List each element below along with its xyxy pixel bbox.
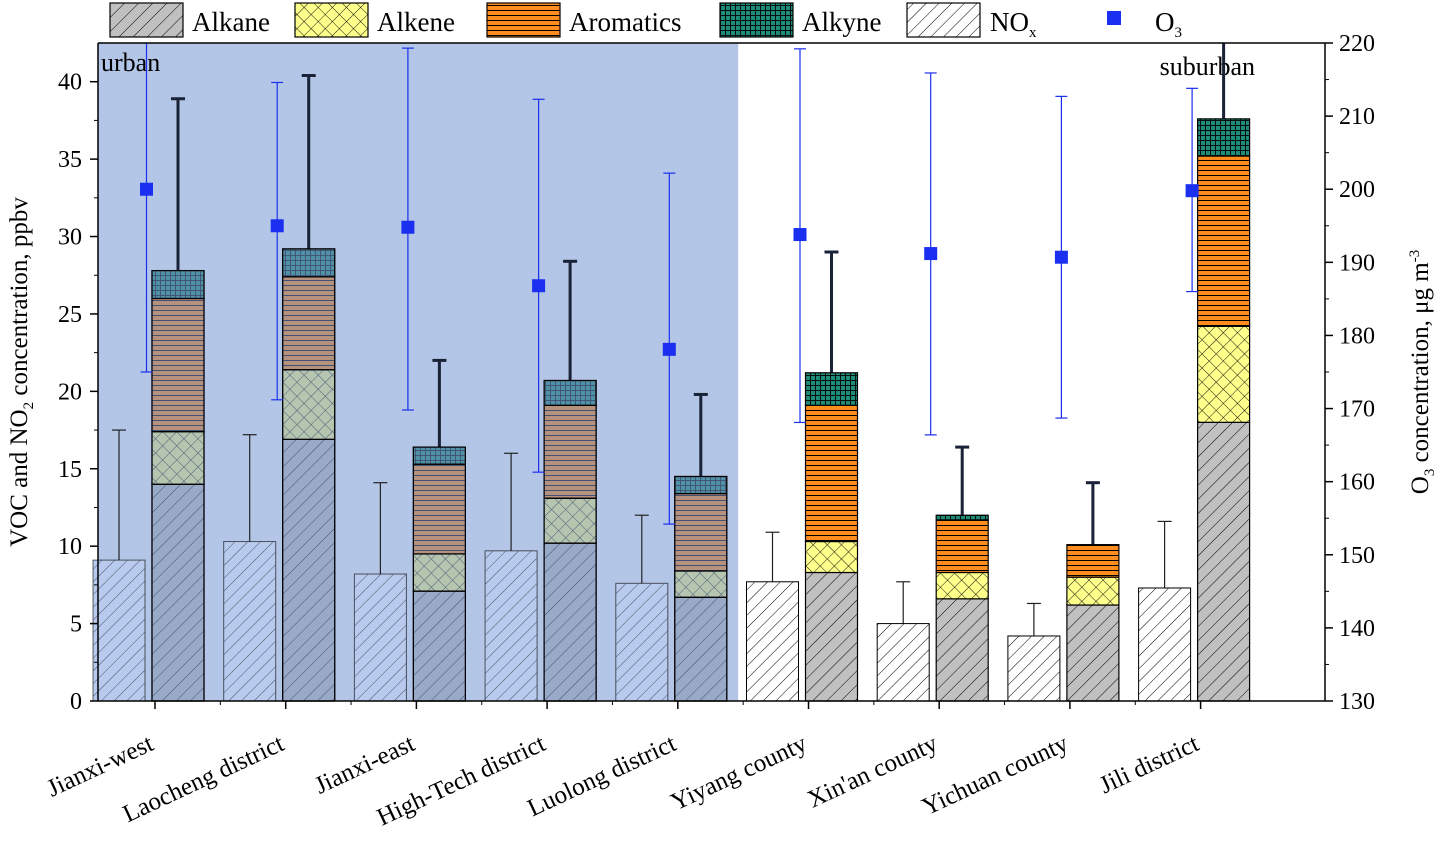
o3-point — [1054, 250, 1068, 264]
bar-aromatics-urban-tint — [282, 276, 336, 371]
y-tick-label: 10 — [58, 534, 82, 560]
legend-alkane-swatch — [109, 2, 184, 38]
y2-tick-label: 190 — [1339, 250, 1375, 276]
nox-bar — [876, 623, 930, 702]
o3-point — [401, 220, 415, 234]
bar-alkyne — [1196, 118, 1251, 157]
bar-aromatics — [804, 404, 859, 543]
y2-tick-label: 140 — [1339, 616, 1375, 642]
nox-bar — [615, 582, 669, 702]
o3-point — [662, 342, 676, 356]
bar-alkyne — [804, 372, 859, 406]
bar-alkane — [804, 571, 859, 702]
urban-region-label: urban — [101, 48, 160, 77]
nox-bar — [746, 581, 799, 702]
nox-bar — [484, 550, 538, 702]
legend-alkene-label: Alkene — [377, 7, 455, 37]
bar-alkene — [804, 540, 859, 574]
bar-alkyne-urban-tint — [282, 248, 336, 278]
bar-alkene-urban-tint — [282, 369, 336, 440]
legend-aromatics-swatch — [486, 2, 561, 38]
y2-tick-label: 180 — [1339, 323, 1375, 349]
bar-aromatics-urban-tint — [412, 463, 466, 555]
y-tick-label: 15 — [58, 457, 82, 483]
y2-tick-label: 200 — [1339, 177, 1375, 203]
bar-alkane-urban-tint — [543, 542, 597, 702]
x-tick-label: Luolong district — [524, 730, 681, 822]
nox-bar — [223, 541, 277, 702]
y-axis-title: VOC and NO2 concentration, ppbv — [6, 197, 37, 547]
x-tick-label: Yiyang county — [667, 730, 812, 817]
bar-alkane-urban-tint — [151, 483, 205, 702]
bar-alkene — [1066, 576, 1120, 606]
bar-alkyne-urban-tint — [543, 379, 597, 406]
legend-o3-label: O3 — [1155, 7, 1182, 41]
bar-alkyne-urban-tint — [674, 475, 728, 495]
o3-point — [924, 247, 938, 261]
bar-aromatics — [1066, 544, 1120, 578]
legend-aromatics-label: Aromatics — [569, 7, 681, 37]
y-tick-label: 20 — [58, 379, 82, 405]
y-tick-label: 25 — [58, 302, 82, 328]
bar-aromatics-urban-tint — [543, 404, 597, 499]
o3-point — [270, 219, 284, 233]
bar-aromatics — [1196, 155, 1251, 327]
legend-alkene-swatch — [294, 2, 369, 38]
bar-alkene-urban-tint — [674, 570, 728, 598]
bar-alkene — [1196, 325, 1251, 423]
bar-aromatics-urban-tint — [674, 492, 728, 572]
bar-alkyne — [935, 514, 989, 521]
y2-tick-label: 130 — [1339, 689, 1375, 715]
nox-bar — [92, 559, 146, 702]
bar-alkane — [1196, 421, 1251, 702]
x-tick-label: Jili district — [1095, 730, 1203, 799]
bar-alkene — [935, 571, 989, 600]
bar-aromatics — [935, 519, 989, 574]
bar-alkane — [935, 598, 989, 702]
nox-bar — [1138, 587, 1192, 702]
o3-point — [1185, 184, 1199, 198]
y2-tick-label: 220 — [1339, 31, 1375, 57]
y-tick-label: 40 — [58, 70, 82, 96]
bar-alkane-urban-tint — [282, 438, 336, 702]
y-tick-label: 35 — [58, 147, 82, 173]
y-tick-label: 30 — [58, 225, 82, 251]
nox-bar — [353, 573, 407, 702]
o3-point — [140, 182, 153, 196]
legend-o3-marker — [1107, 11, 1121, 25]
bar-alkyne-urban-tint — [151, 269, 205, 300]
y2-tick-label: 210 — [1339, 104, 1375, 130]
y2-tick-label: 160 — [1339, 470, 1375, 496]
bar-alkane-urban-tint — [412, 590, 466, 702]
y2-tick-label: 170 — [1339, 397, 1375, 423]
legend-alkane-label: Alkane — [192, 7, 270, 37]
legend-alkyne-swatch — [719, 2, 794, 38]
bar-alkene-urban-tint — [543, 497, 597, 544]
y-tick-label: 0 — [70, 689, 82, 715]
suburban-region-label: suburban — [1160, 52, 1255, 81]
o3-point — [793, 228, 807, 242]
legend-nox-swatch — [906, 2, 981, 38]
y2-axis-title: O3 concentration, μg m-3 — [1407, 250, 1438, 494]
nox-bar — [1007, 635, 1061, 702]
bar-alkene-urban-tint — [412, 553, 466, 592]
bar-alkyne-urban-tint — [412, 446, 466, 465]
o3-point — [532, 279, 546, 293]
legend-nox-label: NOx — [990, 7, 1037, 41]
x-tick-label: Jianxi-west — [43, 730, 158, 803]
bar-alkane — [1066, 604, 1120, 702]
x-tick-label: Yichuan county — [918, 730, 1073, 821]
x-tick-label: Jianxi-east — [311, 730, 419, 800]
y2-tick-label: 150 — [1339, 543, 1375, 569]
bar-aromatics-urban-tint — [151, 297, 205, 433]
bar-alkane-urban-tint — [674, 596, 728, 702]
y-tick-label: 5 — [70, 612, 82, 638]
bar-alkene-urban-tint — [151, 431, 205, 485]
legend-alkyne-label: Alkyne — [802, 7, 882, 37]
